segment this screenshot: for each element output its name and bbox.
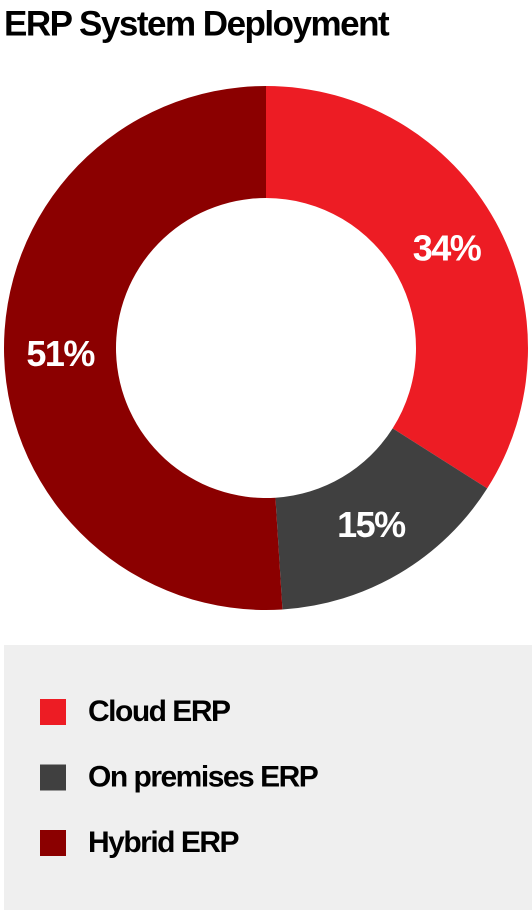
donut-slice [266,86,529,489]
legend-swatch [40,764,66,791]
donut-slice [275,428,488,610]
legend-box [4,645,532,910]
donut-slice [4,85,283,610]
value-label: 15% [337,504,406,545]
legend-swatch [40,699,66,725]
legend-label: Cloud ERP [88,695,230,728]
legend-label: Hybrid ERP [88,826,239,859]
value-label: 51% [26,333,95,374]
legend-swatch [40,830,66,856]
value-label: 34% [413,227,482,268]
chart-title: ERP System Deployment [4,4,390,43]
legend-label: On premises ERP [88,760,318,793]
